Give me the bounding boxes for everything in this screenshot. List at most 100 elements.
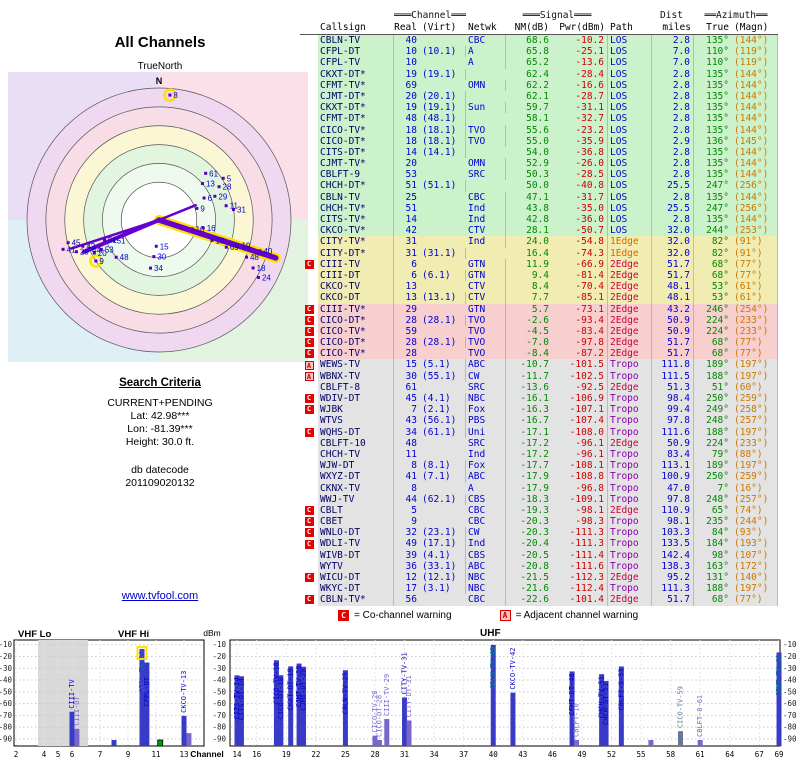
cell-az_true: 188° <box>706 370 729 382</box>
bar-label: CITY-DT-31 <box>405 675 413 717</box>
cell-dist_miles: 2.8 <box>652 68 694 80</box>
cell-callsign: CKCO-DT <box>318 292 394 304</box>
cell-netwk: SRC <box>466 437 506 449</box>
radar-marker <box>94 259 98 263</box>
cell-path: 2Edge <box>608 381 652 394</box>
dbm-tick: -70 <box>212 711 226 720</box>
cell-az_true: 246° <box>706 303 729 315</box>
cell-virt: (19.1) <box>420 68 466 80</box>
table-row: CBLN-TV 25 CBC 47.1 -31.7 LOS 2.8 135° (144°) <box>300 191 778 203</box>
table-row: CITS-TV* 14 Ind 42.8 -36.0 LOS 2.8 135° (144°) <box>300 214 778 226</box>
cell-netwk: TVO <box>466 124 506 136</box>
cell-nm_db: 43.8 <box>526 202 549 214</box>
tvfool-link-wrap: www.tvfool.com <box>55 590 265 602</box>
cell-callsign: CIII-TV <box>318 258 394 270</box>
cell-real: 59 <box>405 325 417 337</box>
cell-path: LOS <box>608 79 652 91</box>
cell-nm_db: -19.3 <box>520 504 549 516</box>
cell-nm_db: 28.1 <box>526 225 549 237</box>
cell-netwk: ABC <box>466 471 506 483</box>
signal-bar <box>74 728 80 746</box>
cell-callsign: WTVS <box>318 415 394 427</box>
warning-marker: C <box>304 326 314 336</box>
radar-marker <box>213 194 217 198</box>
cell-callsign: WDLI-TV <box>318 538 394 550</box>
cell-callsign: CICO-DT* <box>318 135 394 147</box>
cell-az_magn: (77°) <box>732 269 778 282</box>
cell-callsign: CFMT-TV* <box>318 79 394 91</box>
cell-pwr_dbm: -23.2 <box>552 124 608 136</box>
cell-netwk: TVO <box>466 337 506 349</box>
table-row: CKXT-DT* 19 (19.1) 62.4 -28.4 LOS 2.8 135° (144°… <box>300 68 778 80</box>
cell-dist_miles: 25.5 <box>652 202 694 215</box>
channel-tick: 9 <box>126 750 131 759</box>
cell-az_true: 135° <box>706 113 729 125</box>
channel-tick: 61 <box>696 750 705 759</box>
channel-tick: 43 <box>518 750 527 759</box>
warning-cell: C <box>300 528 318 538</box>
cell-az_magn: (145°) <box>732 135 778 147</box>
bar-label: CKCO-TV-42 <box>509 647 517 689</box>
cell-az_true: 135° <box>706 158 729 170</box>
cell-nm_db: 7.7 <box>531 292 549 304</box>
radar-marker-label: 24 <box>262 273 271 282</box>
cell-path: 2Edge <box>608 303 652 315</box>
cell-path: LOS <box>608 135 652 147</box>
cell-pwr_dbm: -111.3 <box>552 538 608 550</box>
dbm-tick: -50 <box>0 687 12 696</box>
cell-nm_db: -17.7 <box>520 460 549 472</box>
radar-marker-label: 28 <box>223 183 232 192</box>
cell-pwr_dbm: -28.4 <box>552 68 608 80</box>
cell-callsign: CKNX-TV <box>318 482 394 494</box>
cell-callsign: CJMT-TV* <box>318 158 394 170</box>
cell-az_magn: (257°) <box>732 493 778 505</box>
cell-nm_db: -17.2 <box>520 448 549 460</box>
cell-az_true: 248° <box>706 493 729 505</box>
cell-real: 20 <box>405 90 417 102</box>
cell-az_magn: (197°) <box>732 460 778 472</box>
cell-dist_miles: 2.9 <box>652 135 694 147</box>
cell-pwr_dbm: -85.1 <box>552 292 608 304</box>
warning-cell: C <box>300 304 318 314</box>
cell-az_magn: (254°) <box>732 303 778 315</box>
cell-path: Tropo <box>608 393 652 405</box>
bar-label: CBLFT-10 <box>573 703 581 737</box>
cell-pwr_dbm: -108.8 <box>552 471 608 483</box>
cell-az_magn: (88°) <box>732 448 778 461</box>
radar-marker-label: 51 <box>117 236 126 245</box>
col-header-real: Real <box>394 22 417 33</box>
col-header-virt: (Virt) <box>422 22 457 33</box>
cell-az_true: 184° <box>706 538 729 550</box>
cell-nm_db: -20.3 <box>520 516 549 528</box>
cell-netwk: CTV <box>466 281 506 293</box>
dist-group-header: Dist <box>660 10 683 21</box>
cell-netwk: Ind <box>466 538 506 550</box>
dbm-tick: -70 <box>0 711 12 720</box>
cell-dist_miles: 48.1 <box>652 281 694 293</box>
cell-real: 14 <box>405 146 417 158</box>
cell-az_magn: (259°) <box>732 471 778 483</box>
cell-callsign: CIII-TV* <box>318 303 394 315</box>
cell-dist_miles: 32.0 <box>652 236 694 248</box>
cell-netwk: CBS <box>466 549 506 561</box>
tvfool-link[interactable]: www.tvfool.com <box>121 590 199 602</box>
cell-pwr_dbm: -13.6 <box>552 57 608 69</box>
table-row: CBLFT-10 48 SRC -17.2 -96.1 2Edge 50.9 224° (233… <box>300 437 778 449</box>
cell-real: 17 <box>405 583 417 595</box>
cell-az_true: 224° <box>706 314 729 326</box>
cell-path: 2Edge <box>608 437 652 449</box>
legend-co-channel: C = Co-channel warning <box>338 610 452 621</box>
warning-cell: C <box>300 326 318 336</box>
cell-real: 42 <box>405 225 417 237</box>
cell-callsign: WICU-DT <box>318 572 394 584</box>
cell-netwk: Ind <box>466 202 506 215</box>
radar-marker <box>102 238 106 242</box>
cell-dist_miles: 51.7 <box>652 269 694 282</box>
cell-az_magn: (144°) <box>732 79 778 91</box>
cell-path: LOS <box>608 225 652 237</box>
warning-cell: C <box>300 573 318 583</box>
cell-netwk: PBS <box>466 415 506 427</box>
cell-callsign: CFMT-DT* <box>318 113 394 125</box>
cell-real: 34 <box>405 426 417 438</box>
cell-real: 56 <box>405 594 417 606</box>
